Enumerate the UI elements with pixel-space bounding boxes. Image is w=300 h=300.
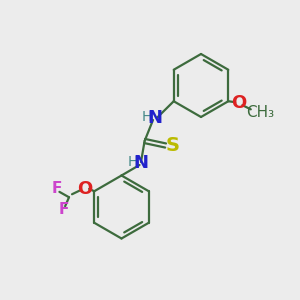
Text: N: N [134, 154, 148, 172]
Text: H: H [128, 155, 138, 169]
Text: O: O [77, 180, 92, 198]
Text: N: N [147, 109, 162, 127]
Text: O: O [231, 94, 246, 112]
Text: F: F [58, 202, 69, 217]
Text: S: S [165, 136, 179, 155]
Text: F: F [51, 181, 62, 196]
Text: CH₃: CH₃ [247, 105, 275, 120]
Text: H: H [141, 110, 152, 124]
